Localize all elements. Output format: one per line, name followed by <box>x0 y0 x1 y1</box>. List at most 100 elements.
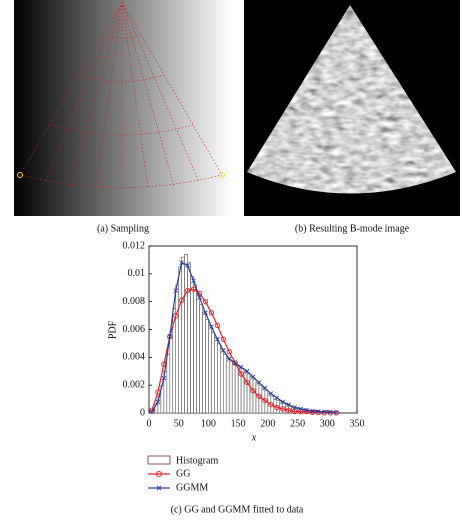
histogram-bar <box>258 384 263 414</box>
series-marker <box>184 287 191 294</box>
histogram-bar <box>208 325 212 414</box>
series-marker <box>333 410 339 415</box>
histogram-bar <box>205 319 209 414</box>
x-tick-label: 50 <box>174 418 184 429</box>
histogram-bar <box>252 379 257 414</box>
histogram-bar <box>222 354 227 414</box>
series-marker <box>161 375 167 381</box>
histogram-bar <box>202 312 206 414</box>
series-marker <box>286 407 292 413</box>
legend-label: GGMM <box>176 482 208 493</box>
series-marker <box>215 336 220 342</box>
histogram-bar <box>184 254 188 414</box>
panel-caption: (b) Resulting B-mode image <box>295 223 410 234</box>
series-marker <box>321 409 327 415</box>
legend-marker <box>156 471 162 477</box>
series-marker <box>208 310 215 316</box>
histogram-bar <box>199 304 203 414</box>
series-marker <box>185 263 190 268</box>
series-marker <box>197 295 202 300</box>
series-marker <box>226 356 232 362</box>
x-tick-label: 350 <box>350 418 365 429</box>
x-axis-label: x <box>251 432 257 443</box>
histogram-bar <box>178 266 182 414</box>
transducer-marker <box>219 172 225 178</box>
series-marker <box>190 286 197 292</box>
series-marker <box>262 397 268 404</box>
series-marker <box>250 388 256 394</box>
y-tick-label: 0.012 <box>123 240 146 251</box>
histogram-bar <box>228 361 233 414</box>
histogram-bar <box>181 256 185 414</box>
histogram-bar <box>211 331 215 414</box>
sampling-lines <box>19 1 223 189</box>
series-marker <box>220 336 226 342</box>
legend-label: GG <box>176 468 190 479</box>
series-marker <box>268 391 274 396</box>
y-tick-label: 0.01 <box>128 268 146 279</box>
panel-caption: (a) Sampling <box>97 223 149 234</box>
series-marker <box>304 407 309 413</box>
histogram-bar <box>196 294 200 414</box>
histogram-bar <box>220 348 224 414</box>
histogram-bar <box>166 354 171 414</box>
histogram-bar <box>231 363 236 414</box>
series-marker <box>286 402 291 407</box>
histogram-bar <box>225 358 230 414</box>
series-marker <box>268 401 274 408</box>
series-marker <box>191 278 196 284</box>
series-marker <box>226 349 232 355</box>
series-marker <box>321 410 327 416</box>
series-marker <box>173 312 179 319</box>
series-marker <box>149 407 155 413</box>
y-tick-label: 0.008 <box>123 296 146 307</box>
series-marker <box>214 322 220 328</box>
series-marker <box>315 409 322 416</box>
series-marker <box>256 393 262 399</box>
legend-label: Histogram <box>176 455 218 466</box>
histogram-bar <box>187 262 191 414</box>
series-marker <box>280 399 286 405</box>
sampling-image <box>14 0 232 216</box>
histogram-bar <box>175 284 180 414</box>
histogram-bar <box>249 376 254 414</box>
series-marker <box>238 364 244 370</box>
y-axis-label: PDF <box>107 320 118 339</box>
bmode-image <box>247 5 456 194</box>
series-marker <box>203 310 208 316</box>
histogram-bar <box>214 337 218 414</box>
series-marker <box>238 371 244 377</box>
histogram-bar <box>193 284 197 414</box>
series-marker <box>291 408 298 415</box>
series-marker <box>232 360 238 366</box>
histogram-bar <box>190 276 194 414</box>
x-tick-label: 250 <box>290 418 305 429</box>
histogram-bar <box>234 365 239 414</box>
y-tick-label: 0 <box>140 407 145 418</box>
series-marker <box>310 408 315 414</box>
x-tick-label: 0 <box>147 418 152 429</box>
series-marker <box>316 409 321 414</box>
legend-swatch <box>147 455 171 465</box>
series-marker <box>309 409 316 415</box>
series-marker <box>292 405 297 410</box>
series-marker <box>298 406 303 412</box>
histogram-bar <box>217 343 221 414</box>
series-marker <box>256 380 262 385</box>
series-marker <box>250 374 256 380</box>
series-marker <box>173 288 179 293</box>
series-marker <box>179 297 185 303</box>
x-tick-label: 200 <box>260 418 275 429</box>
series-marker <box>209 324 214 330</box>
series-marker <box>327 409 333 415</box>
transducer-marker <box>17 172 23 178</box>
series-marker <box>179 260 185 266</box>
x-tick-label: 150 <box>231 418 246 429</box>
x-tick-label: 100 <box>201 418 216 429</box>
series-marker <box>303 408 310 415</box>
x-tick-label: 300 <box>320 418 335 429</box>
histogram-bar <box>243 370 248 414</box>
y-tick-label: 0.004 <box>123 352 146 363</box>
